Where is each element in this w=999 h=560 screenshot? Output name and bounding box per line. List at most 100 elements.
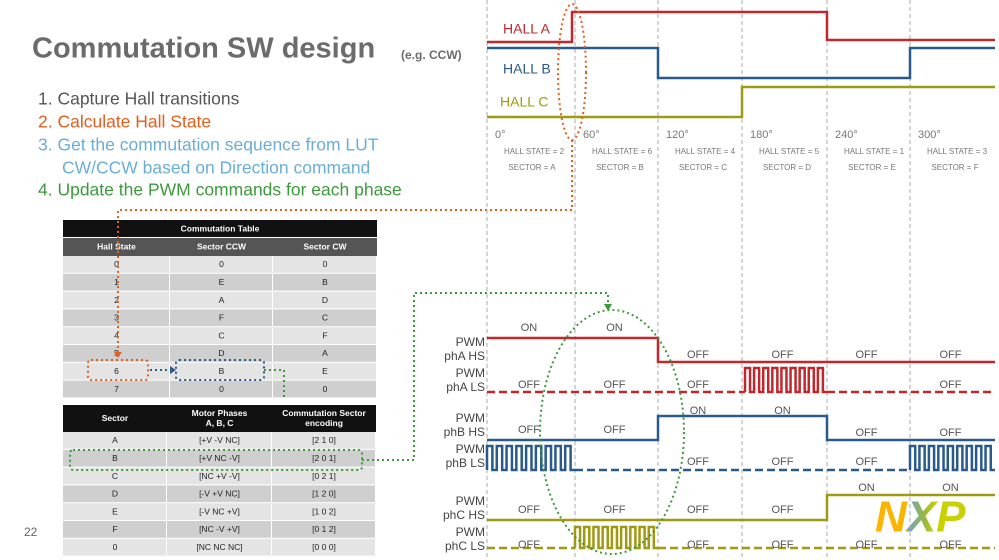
pwm-wave [743,366,827,394]
slide-subtitle: (e.g. CCW) [401,48,462,62]
table-cell-text: 0 [113,542,118,552]
table-cell-text: 1 [114,277,119,287]
table-cell [167,467,271,485]
arrow-head [604,304,612,311]
table-cell-text: 2 [114,295,119,305]
pwm-state: OFF [687,456,709,468]
table-cell-text: A [322,348,328,358]
step: 2. Calculate Hall State [38,112,211,132]
table-cell-text: [+V NC -V] [199,453,240,463]
table-cell [63,362,169,380]
table-header: Commutation Sector [282,408,366,418]
angle-label: 0° [495,129,506,141]
table-cell-text: B [219,366,225,376]
table-cell [273,380,376,398]
table-cell-text: C [322,313,328,323]
highlight-ellipse [539,309,685,555]
sector-label: SECTOR = C [679,163,727,172]
table-cell-text: A [219,295,225,305]
table-cell [272,503,375,520]
highlight-box [175,359,265,381]
pwm-state: OFF [772,456,794,468]
pwm-state: OFF [687,349,709,361]
table-cell [170,309,272,327]
table-title-bg [63,220,377,237]
hall-c-wave [487,85,995,119]
table-cell-text: F [322,330,327,340]
table-cell-text: 0 [114,259,119,269]
connector [264,369,285,398]
table-cell [272,538,375,556]
table-cell-text: [0 0 0] [312,542,336,552]
pwm-label: PWM [456,335,485,349]
table-cell-text: [NC NC NC] [196,542,242,552]
table-header-bg [63,238,377,256]
table-cell-text: 0 [323,384,328,394]
table-header: Motor Phases [192,408,248,418]
table-cell-text: C [218,330,224,340]
hall-state-label: HALL STATE = 1 [844,147,905,156]
table-cell-text: D [112,489,118,499]
step: 1. Capture Hall transitions [38,89,240,109]
table-cell-text: 0 [323,259,328,269]
pwm-state: ON [521,322,538,334]
hall-label: HALL A [503,21,551,37]
pwm-state: OFF [772,349,794,361]
pwm-state: OFF [518,379,540,391]
table-cell-text: E [112,506,118,516]
table-cell-text: 0 [219,259,224,269]
pwm-state: OFF [518,504,540,516]
step: 4. Update the PWM commands for each phas… [38,180,402,200]
table-cell [170,345,272,362]
pwm-label: phA LS [446,380,485,394]
table-cell [63,503,166,520]
table-header: A, B, C [206,418,234,428]
table-cell-text: B [322,277,328,287]
table-cell [273,291,376,309]
table-cell-text: D [218,348,224,358]
table-cell-text: 4 [114,330,119,340]
angle-label: 300° [918,129,941,141]
table-cell-text: [0 1 2] [312,524,336,534]
table-cell-text: F [112,524,117,534]
table-cell-text: [1 2 0] [312,489,336,499]
sector-label: SECTOR = B [596,163,644,172]
table-cell-text: 0 [219,384,224,394]
table-cell-text: [1 0 2] [312,506,336,516]
table-cell [63,521,166,538]
angle-label: 240° [835,129,858,141]
angle-label: 60° [583,129,600,141]
pwm-state: OFF [687,379,709,391]
table-cell [63,273,169,291]
table-cell [272,521,375,538]
pwm-wave [485,444,575,472]
hall-state-label: HALL STATE = 3 [927,147,988,156]
pwm-state: OFF [518,424,540,436]
pwm-wave [487,493,995,522]
table-cell-text: [+V -V NC] [199,435,240,445]
table-cell-text: C [112,471,118,481]
pwm-label: PWM [456,525,485,539]
pwm-state: ON [606,322,623,334]
hall-label: HALL B [503,61,551,77]
table-cell [63,432,166,449]
table-cell [272,449,375,467]
table-cell-text: [0 2 1] [312,471,336,481]
pwm-state: OFF [687,504,709,516]
table-cell [63,327,169,344]
pwm-state: ON [942,482,959,494]
table-cell-text: E [322,366,328,376]
pwm-wave [487,414,995,442]
table-cell-text: [2 1 0] [312,435,336,445]
table-cell [272,485,375,503]
table-cell [167,485,271,503]
table-cell [63,256,169,273]
pwm-state: OFF [604,504,626,516]
pwm-label: PWM [456,366,485,380]
connector [362,292,609,461]
table-cell [273,309,376,327]
pwm-state: OFF [772,504,794,516]
table-header: Hall State [97,241,136,251]
angle-label: 180° [750,129,773,141]
